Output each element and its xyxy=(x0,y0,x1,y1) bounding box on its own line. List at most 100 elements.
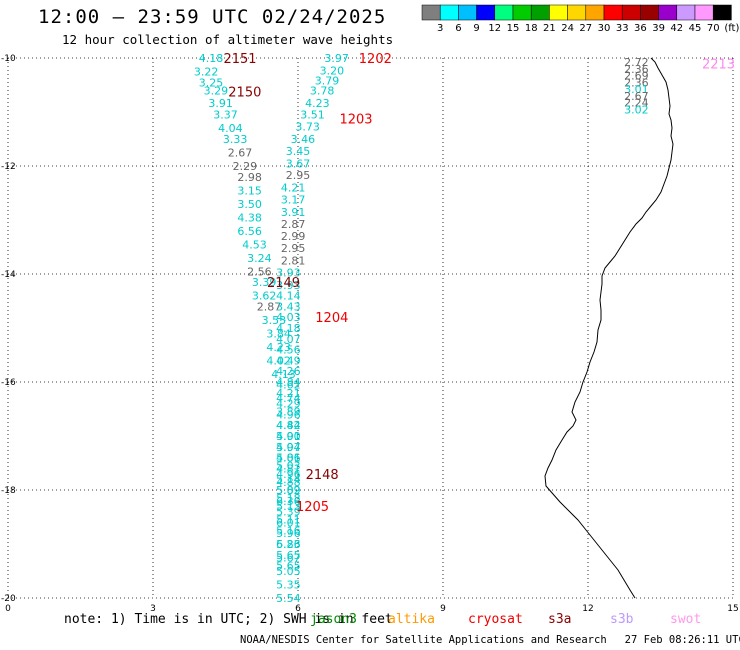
wave-height-value: 4.18 xyxy=(276,322,301,335)
wave-height-value: 4.81 xyxy=(276,462,301,475)
mission-cryosat: cryosat xyxy=(468,612,523,627)
wave-height-value: 4.07 xyxy=(276,333,301,346)
legend-swatch xyxy=(512,4,532,21)
legend-label: 18 xyxy=(525,23,538,34)
pass-time-label: 1203 xyxy=(339,112,372,127)
wave-height-value: 2.99 xyxy=(281,230,306,243)
legend-label: 70 xyxy=(707,23,720,34)
wave-height-value: 4.23 xyxy=(266,341,291,354)
wave-height-value: 4.26 xyxy=(276,365,301,378)
legend-swatch xyxy=(585,4,605,21)
wave-height-value: 3.97 xyxy=(324,52,349,65)
wave-height-value: 5.65 xyxy=(276,560,301,573)
wave-height-value: 4.53 xyxy=(242,238,267,251)
wave-height-value: 3.67 xyxy=(286,157,311,170)
mission-s3a: s3a xyxy=(548,612,572,627)
wave-height-value: 3.39 xyxy=(252,276,277,289)
legend-swatch xyxy=(458,4,477,21)
legend-swatch xyxy=(494,4,514,21)
wave-height-value: 2.95 xyxy=(281,242,306,255)
wave-height-value: 2.87 xyxy=(281,218,306,231)
wave-height-value: 3.25 xyxy=(199,76,224,89)
legend-swatch xyxy=(621,4,641,21)
wave-height-value: 2.87 xyxy=(257,300,282,313)
wave-height-value: 4.90 xyxy=(276,430,301,443)
wave-height-value: 4.04 xyxy=(218,122,243,135)
wave-height-value: 4.88 xyxy=(276,476,301,489)
legend-label: 30 xyxy=(598,23,611,34)
x-tick-label: 0 xyxy=(5,604,11,614)
wave-height-value: 3.53 xyxy=(262,314,287,327)
wave-height-value: 5.13 xyxy=(276,500,301,513)
wave-height-value: 4.23 xyxy=(305,97,330,110)
wave-height-value: 2.24 xyxy=(624,96,649,109)
x-tick-label: 15 xyxy=(727,604,738,614)
wave-height-value: 3.17 xyxy=(281,193,306,206)
wave-height-value: 4.86 xyxy=(276,452,301,465)
wave-height-value: 5.01 xyxy=(276,430,301,443)
x-tick-label: 3 xyxy=(150,604,156,614)
wave-height-value: 4.14 xyxy=(276,290,301,303)
wave-height-value: 5.89 xyxy=(276,484,301,497)
legend-label: 15 xyxy=(507,23,520,34)
wave-height-value: 5.18 xyxy=(276,492,301,505)
wave-height-value: 4.62 xyxy=(276,379,301,392)
track-east: 3.973.203.793.784.233.513.733.463.453.67… xyxy=(276,52,349,573)
credit-line: NOAA/NESDIS Center for Satellite Applica… xyxy=(240,634,740,646)
color-legend: 3 6 9 12 15 18 21 24 27 30 33 36 39 42 45 70 (ft) xyxy=(421,4,739,34)
wave-height-value: 4.03 xyxy=(276,311,301,324)
y-tick-label: -20 xyxy=(1,594,16,604)
grid-lines xyxy=(7,57,734,599)
wave-height-value: 2.36 xyxy=(624,76,649,89)
wave-height-value: 2.69 xyxy=(624,69,649,82)
wave-height-value: 2.29 xyxy=(233,160,258,173)
mission-jason3: jason3 xyxy=(310,612,357,627)
mission-altika: altika xyxy=(388,612,435,627)
legend-label: 12 xyxy=(488,23,501,34)
wave-height-value: 5.04 xyxy=(276,441,301,454)
wave-height-value: 5.96 xyxy=(276,527,301,540)
legend-swatch xyxy=(530,4,550,21)
y-tick-label: -12 xyxy=(1,162,16,172)
credit-text: NOAA/NESDIS Center for Satellite Applica… xyxy=(240,634,607,646)
wave-height-value: 4.29 xyxy=(276,398,301,411)
pass-time-label: 2149 xyxy=(267,276,300,291)
legend-label: 27 xyxy=(579,23,592,34)
legend-label: 24 xyxy=(561,23,574,34)
pass-time-label: 1204 xyxy=(315,311,348,326)
pass-time-label: 2151 xyxy=(223,52,256,67)
wave-height-value: 4.96 xyxy=(276,408,301,421)
wave-height-value: 3.62 xyxy=(252,290,277,303)
wave-height-value: 4.21 xyxy=(276,387,301,400)
legend-label: 21 xyxy=(543,23,556,34)
wave-height-value: 4.56 xyxy=(276,344,301,357)
footer-note: note: 1) Time is in UTC; 2) SWH is in fe… xyxy=(64,612,393,627)
axis-ticks: 0 3 6 9 12 15 -10 -12 -14 -16 -18 -20 xyxy=(1,54,739,614)
wave-height-value: 3.89 xyxy=(276,406,301,419)
legend-swatch xyxy=(603,4,623,21)
wave-height-value: 3.02 xyxy=(624,103,649,116)
legend-swatch xyxy=(549,4,568,21)
timestamp: 27 Feb 08:26:11 UTC 2025 xyxy=(624,634,740,646)
pass-time-label: 2148 xyxy=(306,468,339,483)
legend-swatch xyxy=(658,4,678,21)
wave-height-value: 2.36 xyxy=(624,63,649,76)
legend-label: 36 xyxy=(634,23,647,34)
pass-time-labels: 2151 1202 2150 1203 2149 1204 2148 1205 2213 xyxy=(223,52,735,515)
wave-height-value: 4.82 xyxy=(276,419,301,432)
pass-time-label: 1202 xyxy=(359,52,392,67)
wave-height-value: 5.05 xyxy=(276,565,301,578)
wave-height-value: 4.21 xyxy=(281,182,306,195)
wave-height-value: 4.74 xyxy=(276,392,301,405)
wave-height-value: 3.50 xyxy=(237,198,262,211)
wave-height-value: 6.56 xyxy=(237,225,262,238)
legend-swatch xyxy=(694,4,714,21)
wave-height-value: 5.39 xyxy=(276,506,301,519)
x-tick-label: 9 xyxy=(440,604,446,614)
wave-height-value: 4.49 xyxy=(276,354,301,367)
page-title: 12:00 – 23:59 UTC 02/24/2025 xyxy=(38,6,387,28)
wave-height-value: 2.98 xyxy=(237,171,262,184)
wave-height-value: 5.02 xyxy=(276,484,301,497)
wave-height-value: 3.33 xyxy=(223,133,248,146)
wave-height-value: 4.02 xyxy=(266,354,291,367)
